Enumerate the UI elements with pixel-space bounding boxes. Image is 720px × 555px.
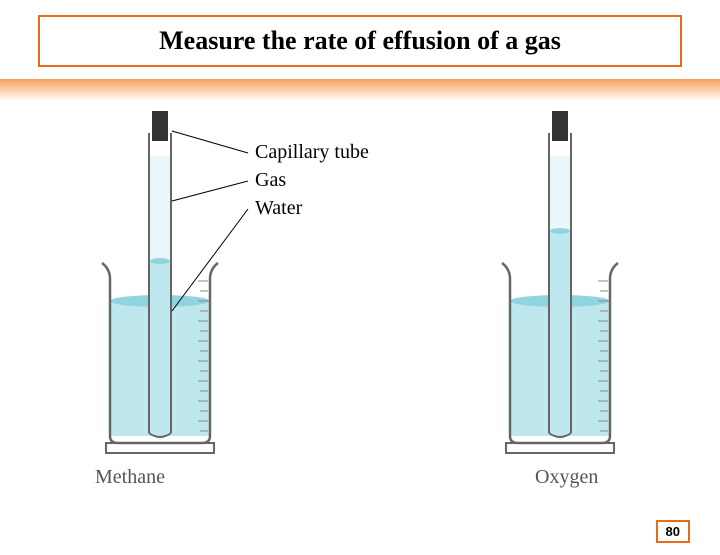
label-water: Water — [255, 197, 302, 220]
label-capillary: Capillary tube — [255, 141, 369, 164]
label-methane: Methane — [95, 466, 165, 489]
label-gas: Gas — [255, 169, 286, 192]
page-title: Measure the rate of effusion of a gas — [159, 26, 561, 56]
apparatus-oxygen — [480, 111, 640, 471]
gradient-band — [0, 79, 720, 101]
tube — [549, 111, 571, 437]
label-oxygen: Oxygen — [535, 466, 598, 489]
diagram-area: Capillary tube Gas Water — [0, 101, 720, 501]
title-bar: Measure the rate of effusion of a gas — [38, 15, 682, 67]
